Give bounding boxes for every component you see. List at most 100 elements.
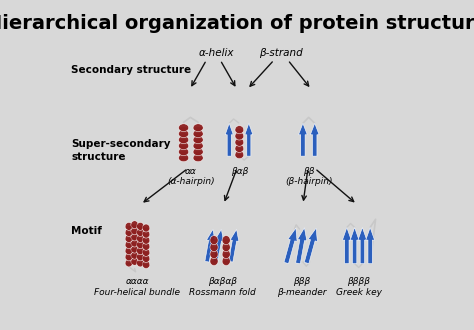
- Text: βββ
β-meander: βββ β-meander: [277, 278, 327, 297]
- Ellipse shape: [143, 227, 149, 230]
- Ellipse shape: [126, 256, 132, 259]
- Ellipse shape: [131, 248, 138, 251]
- Ellipse shape: [210, 240, 218, 243]
- Ellipse shape: [126, 238, 132, 241]
- Ellipse shape: [137, 228, 144, 236]
- Polygon shape: [342, 227, 351, 264]
- Ellipse shape: [131, 224, 138, 227]
- Polygon shape: [245, 123, 253, 156]
- Text: ββββ
Greek key: ββββ Greek key: [336, 278, 382, 297]
- Ellipse shape: [131, 243, 138, 246]
- Ellipse shape: [193, 154, 203, 162]
- Ellipse shape: [137, 262, 144, 265]
- Ellipse shape: [193, 130, 203, 138]
- Ellipse shape: [222, 240, 230, 243]
- Ellipse shape: [235, 126, 244, 134]
- Text: Secondary structure: Secondary structure: [72, 65, 191, 75]
- Text: Hierarchical organization of protein structure: Hierarchical organization of protein str…: [0, 14, 474, 33]
- Ellipse shape: [131, 255, 138, 258]
- Ellipse shape: [137, 247, 144, 255]
- Ellipse shape: [137, 250, 144, 253]
- Ellipse shape: [236, 142, 243, 145]
- Ellipse shape: [142, 242, 150, 250]
- Polygon shape: [213, 229, 224, 262]
- Text: βαβ: βαβ: [231, 167, 248, 176]
- Ellipse shape: [179, 130, 189, 138]
- Ellipse shape: [222, 253, 230, 257]
- Ellipse shape: [126, 250, 132, 253]
- Ellipse shape: [131, 239, 138, 247]
- Ellipse shape: [179, 157, 188, 160]
- Ellipse shape: [235, 145, 244, 152]
- Ellipse shape: [222, 236, 230, 245]
- Ellipse shape: [126, 262, 132, 265]
- Ellipse shape: [142, 230, 150, 238]
- Text: Motif: Motif: [72, 226, 102, 236]
- Ellipse shape: [137, 235, 144, 243]
- Ellipse shape: [143, 252, 149, 255]
- Ellipse shape: [210, 253, 218, 257]
- Ellipse shape: [131, 221, 138, 229]
- Ellipse shape: [143, 264, 149, 267]
- Text: Super-secondary
structure: Super-secondary structure: [72, 139, 171, 162]
- Ellipse shape: [142, 248, 150, 256]
- Ellipse shape: [179, 124, 189, 132]
- Ellipse shape: [236, 135, 243, 139]
- Ellipse shape: [235, 138, 244, 146]
- Ellipse shape: [142, 254, 150, 262]
- Polygon shape: [284, 228, 297, 264]
- Ellipse shape: [142, 261, 150, 269]
- Ellipse shape: [193, 127, 203, 130]
- Ellipse shape: [143, 240, 149, 243]
- Ellipse shape: [131, 245, 138, 253]
- Ellipse shape: [235, 132, 244, 140]
- Ellipse shape: [125, 241, 133, 248]
- Ellipse shape: [131, 251, 138, 259]
- Ellipse shape: [143, 234, 149, 237]
- Ellipse shape: [193, 151, 203, 154]
- Ellipse shape: [193, 148, 203, 156]
- Ellipse shape: [236, 148, 243, 151]
- Ellipse shape: [137, 226, 144, 229]
- Ellipse shape: [137, 241, 144, 248]
- Ellipse shape: [210, 260, 218, 264]
- Ellipse shape: [137, 253, 144, 261]
- Ellipse shape: [235, 150, 244, 159]
- Ellipse shape: [193, 157, 203, 160]
- Polygon shape: [350, 227, 359, 264]
- Ellipse shape: [193, 142, 203, 150]
- Ellipse shape: [210, 256, 218, 266]
- Ellipse shape: [222, 243, 230, 252]
- Ellipse shape: [131, 257, 138, 265]
- Ellipse shape: [131, 261, 138, 264]
- Ellipse shape: [179, 151, 188, 154]
- Ellipse shape: [143, 258, 149, 261]
- Ellipse shape: [125, 235, 133, 243]
- Ellipse shape: [210, 247, 218, 250]
- Ellipse shape: [137, 232, 144, 235]
- Ellipse shape: [222, 256, 230, 266]
- Ellipse shape: [210, 236, 218, 245]
- Ellipse shape: [210, 249, 218, 259]
- Ellipse shape: [179, 133, 188, 136]
- Ellipse shape: [222, 260, 230, 264]
- Polygon shape: [225, 123, 233, 156]
- Ellipse shape: [125, 259, 133, 267]
- Text: αα
(α-hairpin): αα (α-hairpin): [167, 167, 215, 186]
- Polygon shape: [228, 229, 239, 262]
- Ellipse shape: [179, 136, 189, 144]
- Text: ββ
(β-hairpin): ββ (β-hairpin): [285, 167, 332, 186]
- Ellipse shape: [193, 139, 203, 142]
- Ellipse shape: [193, 124, 203, 132]
- Ellipse shape: [126, 232, 132, 235]
- Ellipse shape: [142, 236, 150, 244]
- Ellipse shape: [142, 224, 150, 232]
- Ellipse shape: [193, 136, 203, 144]
- Text: β-strand: β-strand: [259, 48, 303, 58]
- Polygon shape: [296, 228, 307, 264]
- Ellipse shape: [179, 127, 188, 130]
- Ellipse shape: [179, 139, 188, 142]
- Ellipse shape: [131, 230, 138, 233]
- Ellipse shape: [137, 238, 144, 241]
- Ellipse shape: [125, 247, 133, 255]
